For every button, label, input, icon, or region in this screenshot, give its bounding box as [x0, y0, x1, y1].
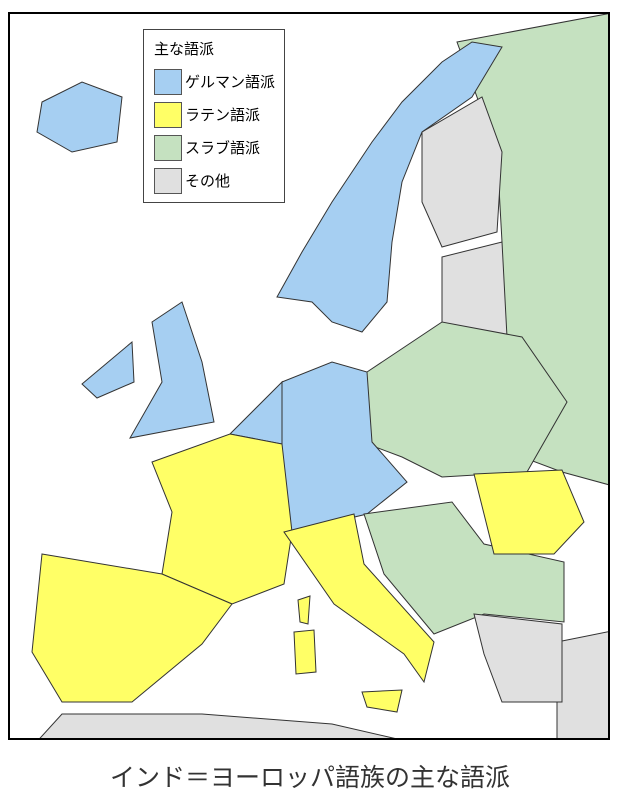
region-iceland	[36, 81, 123, 153]
legend-label: その他	[185, 172, 231, 190]
region-benelux	[228, 380, 283, 445]
legend-item-germanic: ゲルマン語派	[154, 65, 284, 98]
region-sicily	[361, 689, 403, 713]
region-finland	[421, 96, 503, 248]
region-great-britain	[129, 301, 215, 439]
region-italy	[283, 513, 435, 684]
region-turkey	[556, 631, 608, 738]
europe-language-map: 主な語派 ゲルマン語派 ラテン語派 スラブ語派 その他	[8, 12, 610, 740]
region-corsica	[297, 595, 311, 625]
legend-item-latin: ラテン語派	[154, 98, 284, 131]
legend-swatch-latin	[154, 101, 182, 128]
region-ireland	[81, 340, 135, 399]
legend-swatch-other	[154, 167, 182, 194]
region-iberia	[31, 553, 233, 703]
legend-label: スラブ語派	[185, 139, 261, 157]
legend-item-slavic: スラブ語派	[154, 131, 284, 164]
region-north-africa	[39, 713, 396, 738]
legend-swatch-germanic	[154, 68, 182, 95]
map-svg	[31, 14, 608, 738]
region-romania	[473, 469, 585, 555]
region-sardinia	[293, 629, 317, 675]
map-legend: 主な語派 ゲルマン語派 ラテン語派 スラブ語派 その他	[143, 29, 285, 203]
region-balkans	[363, 501, 565, 635]
region-scandinavia	[276, 41, 503, 333]
map-caption: インド＝ヨーロッパ語族の主な語派	[109, 763, 510, 792]
region-france	[151, 433, 293, 605]
legend-swatch-slavic	[154, 134, 182, 161]
legend-label: ゲルマン語派	[185, 73, 276, 91]
region-greece	[473, 613, 563, 703]
legend-title: 主な語派	[154, 40, 215, 58]
legend-item-other: その他	[154, 164, 284, 197]
legend-label: ラテン語派	[185, 106, 261, 124]
